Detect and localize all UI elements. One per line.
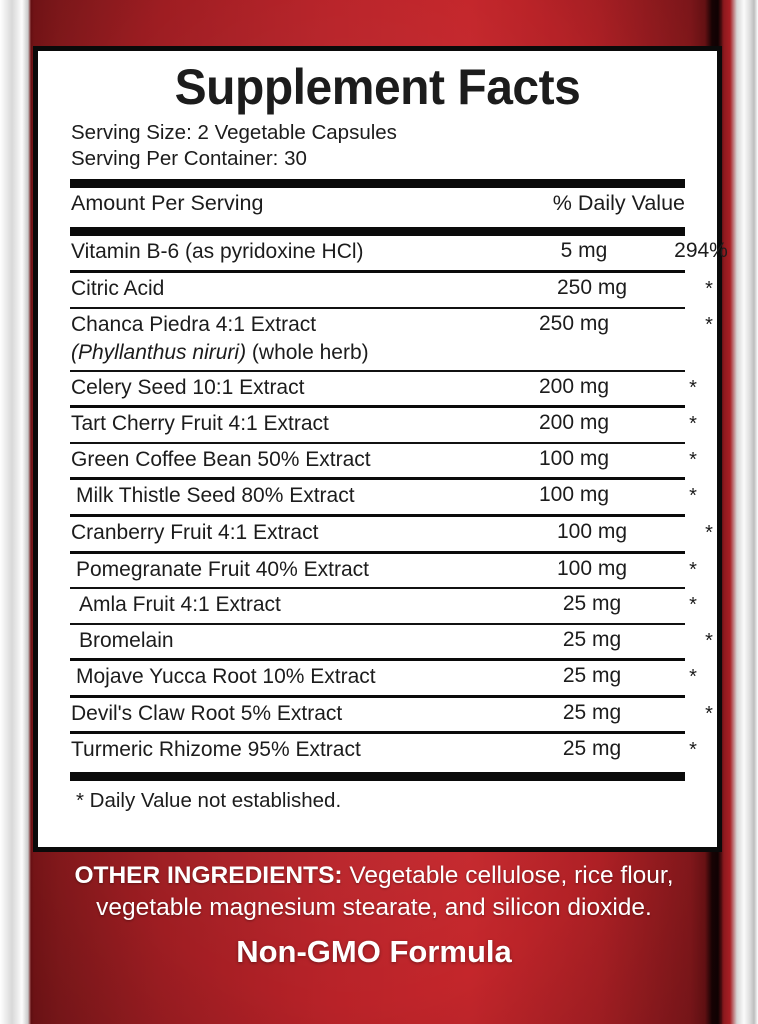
table-row: Mojave Yucca Root 10% Extract 25 mg * (52, 661, 703, 695)
ingredient-amount: 100 mg (538, 446, 610, 470)
table-row: Turmeric Rhizome 95% Extract 25 mg * (52, 734, 703, 768)
ingredient-daily-value: * (689, 485, 697, 508)
table-row: Bromelain 25 mg * (52, 625, 713, 659)
daily-value-header: % Daily Value (552, 191, 685, 216)
ingredient-daily-value: * (705, 278, 713, 301)
other-ingredients-label: OTHER INGREDIENTS: (74, 862, 343, 889)
daily-value-footnote: * Daily Value not established. (76, 788, 342, 812)
ingredient-daily-value: * (705, 629, 713, 652)
ingredient-name: Celery Seed 10:1 Extract (71, 375, 305, 399)
ingredient-daily-value: * (689, 413, 697, 436)
table-row: Chanca Piedra 4:1 Extract (Phyllanthus n… (52, 309, 713, 370)
serving-size: Serving Size: 2 Vegetable Capsules (71, 121, 397, 144)
other-ingredients-block: OTHER INGREDIENTS: Vegetable cellulose, … (24, 860, 724, 925)
ingredient-name: Amla Fruit 4:1 Extract (79, 593, 281, 617)
row-divider (70, 405, 685, 409)
other-ingredients-line-1: OTHER INGREDIENTS: Vegetable cellulose, … (24, 860, 724, 892)
panel-title: Supplement Facts (174, 59, 581, 115)
ingredient-name: Milk Thistle Seed 80% Extract (76, 484, 355, 508)
table-row: Celery Seed 10:1 Extract 200 mg * (52, 372, 703, 406)
ingredient-amount: 250 mg (538, 311, 610, 335)
ingredient-amount: 25 mg (562, 700, 622, 724)
rule-thick-bottom (70, 771, 685, 781)
ingredient-daily-value: * (689, 739, 697, 762)
servings-per-container: Serving Per Container: 30 (71, 147, 307, 171)
table-row: Devil's Claw Root 5% Extract 25 mg * (52, 698, 713, 732)
table-row: Vitamin B-6 (as pyridoxine HCl) 5 mg 294… (52, 236, 728, 270)
row-divider (70, 550, 685, 554)
row-divider (70, 270, 685, 274)
ingredient-name: Devil's Claw Root 5% Extract (71, 701, 343, 725)
ingredient-amount: 100 mg (556, 556, 628, 580)
supplement-facts-panel: Supplement Facts Serving Size: 2 Vegetab… (33, 46, 728, 852)
ingredient-name: Tart Cherry Fruit 4:1 Extract (71, 412, 329, 436)
ingredient-daily-value: * (705, 702, 713, 725)
ingredient-amount: 25 mg (562, 664, 622, 688)
ingredient-amount: 25 mg (562, 737, 622, 761)
ingredient-name: Turmeric Rhizome 95% Extract (71, 738, 361, 762)
ingredient-daily-value: * (689, 376, 697, 399)
table-header-row: Amount Per Serving % Daily Value (52, 188, 703, 220)
other-ingredients-text-1: Vegetable cellulose, rice flour, (342, 862, 674, 889)
row-divider (70, 306, 685, 309)
ingredient-amount: 25 mg (562, 592, 622, 616)
ingredient-name: Cranberry Fruit 4:1 Extract (71, 521, 319, 545)
ingredient-name: Green Coffee Bean 50% Extract (71, 447, 371, 471)
table-row: Green Coffee Bean 50% Extract 100 mg * (52, 444, 703, 478)
ingredient-amount: 200 mg (538, 411, 610, 435)
row-divider (70, 514, 685, 518)
row-divider (70, 731, 685, 735)
serving-info: Serving Size: 2 Vegetable Capsules Servi… (52, 120, 703, 172)
ingredient-amount: 200 mg (538, 374, 610, 398)
row-divider (70, 369, 685, 372)
ingredient-name: Vitamin B-6 (as pyridoxine HCl) (71, 240, 364, 264)
ingredient-name: Bromelain (79, 628, 174, 652)
row-divider (70, 441, 685, 444)
table-row: Citric Acid 250 mg * (52, 273, 713, 307)
ingredient-name: Citric Acid (71, 277, 165, 301)
row-divider (70, 658, 685, 662)
row-divider (70, 622, 685, 625)
rule-thick-header (70, 227, 685, 237)
ingredient-name: Pomegranate Fruit 40% Extract (76, 557, 369, 581)
ingredient-amount: 250 mg (556, 276, 628, 300)
row-divider (70, 587, 685, 590)
ingredient-daily-value: 294% (674, 239, 728, 263)
ingredient-daily-value: * (689, 666, 697, 689)
ingredient-daily-value: * (689, 558, 697, 581)
non-gmo-badge: Non-GMO Formula (236, 934, 512, 969)
ingredient-latin-name: (Phyllanthus niruri) (whole herb) (71, 339, 685, 367)
amount-per-serving-header: Amount Per Serving (71, 191, 264, 216)
ingredient-amount: 5 mg (560, 239, 608, 263)
ingredient-daily-value: * (689, 594, 697, 617)
ingredient-amount: 100 mg (538, 483, 610, 507)
ingredient-daily-value: * (705, 522, 713, 545)
row-divider (70, 477, 685, 481)
latin-binomial: (Phyllanthus niruri) (71, 341, 247, 365)
table-row: Milk Thistle Seed 80% Extract 100 mg * (52, 480, 703, 514)
ingredient-amount: 100 mg (556, 520, 628, 544)
ingredient-name: Chanca Piedra 4:1 Extract (71, 312, 317, 336)
table-row: Pomegranate Fruit 40% Extract 100 mg * (52, 554, 703, 588)
other-ingredients-line-2: vegetable magnesium stearate, and silico… (96, 894, 652, 922)
plant-part: (whole herb) (246, 341, 369, 365)
rule-thick-top (70, 179, 685, 189)
ingredient-daily-value: * (689, 448, 697, 471)
ingredient-daily-value: * (705, 313, 713, 336)
table-row: Amla Fruit 4:1 Extract 25 mg * (52, 589, 703, 623)
table-row: Tart Cherry Fruit 4:1 Extract 200 mg * (52, 408, 703, 442)
ingredient-name: Mojave Yucca Root 10% Extract (76, 665, 376, 689)
ingredient-amount: 25 mg (562, 627, 622, 651)
row-divider (70, 694, 685, 698)
table-row: Cranberry Fruit 4:1 Extract 100 mg * (52, 517, 713, 551)
